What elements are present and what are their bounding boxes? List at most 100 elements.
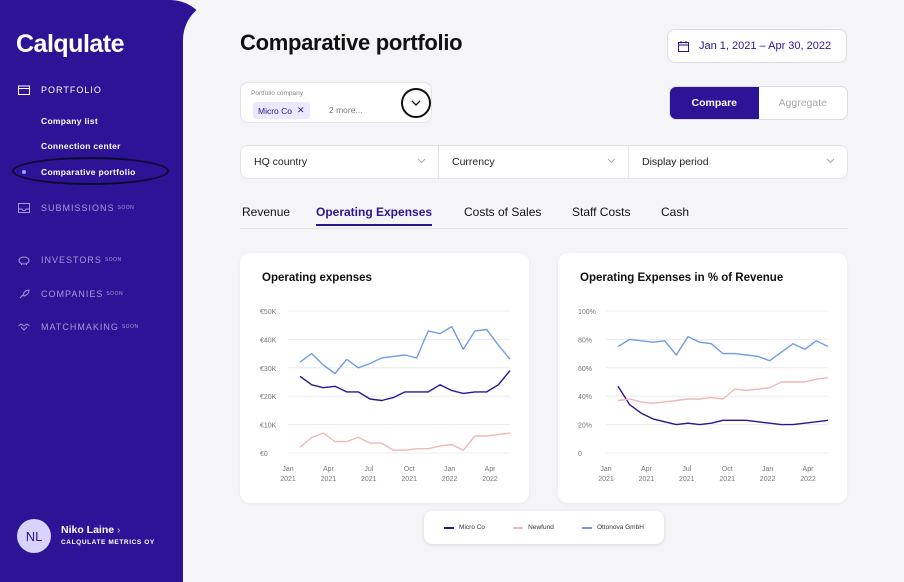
- tab-costs-of-sales[interactable]: Costs of Sales: [464, 205, 542, 219]
- x-tick-label: Jul: [364, 466, 373, 473]
- metric-tabs: Revenue Operating Expenses Costs of Sale…: [240, 204, 848, 229]
- app-logo[interactable]: Calqulate: [16, 30, 125, 58]
- x-tick-label: Jan: [282, 466, 293, 473]
- chevron-down-icon: [607, 158, 616, 164]
- display-period-select[interactable]: Display period: [629, 146, 847, 178]
- x-tick-label: 2021: [639, 476, 655, 483]
- close-icon[interactable]: ✕: [297, 105, 305, 115]
- portfolio-company-label: Portfolio company: [251, 90, 304, 97]
- nav-connection-center[interactable]: Connection center: [41, 141, 121, 151]
- chart-card-opex-percent-revenue: Operating Expenses in % of Revenue 0 20% 4…: [558, 253, 847, 503]
- user-name[interactable]: Niko Laine ›: [61, 524, 121, 536]
- piggy-bank-icon: [18, 256, 30, 265]
- mode-toggle: Compare Aggregate: [669, 86, 848, 120]
- nav-matchmaking[interactable]: MATCHMAKING SOON: [18, 322, 139, 332]
- x-tick-label: 2021: [361, 476, 377, 483]
- chevron-right-icon: ›: [117, 524, 121, 536]
- tab-staff-costs[interactable]: Staff Costs: [572, 205, 631, 219]
- aggregate-button[interactable]: Aggregate: [778, 97, 827, 109]
- legend-item-ottonova[interactable]: Ottonova GmbH: [581, 524, 644, 531]
- hq-country-select[interactable]: HQ country: [241, 146, 439, 178]
- x-tick-label: 2021: [280, 476, 296, 483]
- y-tick-label: €20K: [260, 394, 277, 401]
- hq-country-label: HQ country: [254, 156, 308, 168]
- y-tick-label: 40%: [578, 394, 592, 401]
- currency-label: Currency: [452, 156, 495, 168]
- soon-badge: SOON: [117, 205, 135, 211]
- y-tick-label: 80%: [578, 337, 592, 344]
- series-line-ottonova-gmbh: [617, 335, 829, 362]
- tab-revenue[interactable]: Revenue: [242, 205, 291, 219]
- highlight-ring: [12, 157, 169, 185]
- nav-portfolio-label: PORTFOLIO: [41, 85, 102, 95]
- expand-companies-button[interactable]: [401, 88, 431, 118]
- user-org: CALQULATE METRICS OY: [61, 539, 155, 546]
- nav-comparative-portfolio[interactable]: Comparative portfolio: [41, 167, 136, 177]
- x-tick-label: 2021: [719, 476, 735, 483]
- x-tick-label: Jan: [600, 466, 611, 473]
- legend-label: Ottonova GmbH: [596, 524, 644, 531]
- chart-card-operating-expenses: Operating expenses €0 €10K €20K €30K €40K €50…: [240, 253, 529, 503]
- avatar[interactable]: NL: [17, 519, 51, 553]
- tab-operating-expenses[interactable]: Operating Expenses: [316, 205, 433, 226]
- x-tick-label: 2022: [482, 476, 498, 483]
- tab-cash[interactable]: Cash: [661, 205, 690, 219]
- legend-label: Newfund: [528, 524, 554, 531]
- nav-investors[interactable]: INVESTORS SOON: [18, 255, 122, 265]
- soon-badge: SOON: [104, 257, 122, 263]
- y-tick-label: 60%: [578, 366, 592, 373]
- nav-submissions[interactable]: SUBMISSIONS SOON: [18, 203, 134, 213]
- sidebar: [0, 0, 210, 582]
- x-tick-label: Oct: [722, 466, 733, 473]
- chevron-down-icon: [411, 100, 421, 106]
- x-tick-label: Apr: [323, 466, 335, 473]
- soon-badge: SOON: [121, 324, 139, 330]
- filter-bar: HQ country Currency Display period: [240, 145, 848, 179]
- chevron-down-icon: [417, 158, 426, 164]
- chart-operating-expenses: €0 €10K €20K €30K €40K €50K Jan 2021 Apr 2021 Jul 2…: [260, 309, 511, 483]
- y-tick-label: 100%: [578, 309, 596, 316]
- x-tick-label: Jan: [762, 466, 773, 473]
- legend-label: Micro Co: [459, 524, 486, 531]
- y-tick-label: 20%: [578, 423, 592, 430]
- x-tick-label: Jul: [682, 466, 691, 473]
- x-tick-label: Apr: [803, 466, 815, 473]
- nav-company-list[interactable]: Company list: [41, 116, 98, 126]
- more-companies[interactable]: 2 more...: [329, 105, 363, 115]
- nav-companies-label: COMPANIES: [41, 289, 104, 299]
- nav-companies[interactable]: COMPANIES SOON: [18, 289, 123, 299]
- y-tick-label: €0: [260, 451, 268, 458]
- chart-opex-percent-revenue: 0 20% 40% 60% 80% 100% Jan 2021 Apr 2021 Jul 2021 Oc…: [578, 309, 829, 483]
- company-chip[interactable]: Micro Co ✕: [253, 102, 310, 119]
- active-dot: [22, 170, 26, 174]
- x-tick-label: Apr: [641, 466, 653, 473]
- x-tick-label: 2021: [321, 476, 337, 483]
- series-line-micro-co: [299, 370, 511, 402]
- legend-item-newfund[interactable]: Newfund: [513, 524, 554, 531]
- portfolio-company-select[interactable]: Portfolio company Micro Co ✕ 2 more...: [240, 82, 432, 123]
- handshake-icon: [18, 323, 30, 331]
- x-tick-label: 2022: [442, 476, 458, 483]
- chart-title: Operating expenses: [262, 272, 372, 284]
- currency-select[interactable]: Currency: [439, 146, 629, 178]
- date-range-picker[interactable]: Jan 1, 2021 – Apr 30, 2022: [667, 29, 847, 63]
- legend-swatch: [581, 526, 592, 529]
- display-period-label: Display period: [642, 156, 709, 168]
- series-line-newfund: [617, 377, 829, 404]
- nav-portfolio[interactable]: PORTFOLIO: [18, 85, 102, 95]
- x-tick-label: 2022: [760, 476, 776, 483]
- soon-badge: SOON: [106, 291, 124, 297]
- legend-item-micro-co[interactable]: Micro Co: [444, 524, 485, 531]
- x-tick-label: Oct: [404, 466, 415, 473]
- legend-swatch: [444, 526, 455, 529]
- legend-swatch: [513, 526, 524, 529]
- nav-matchmaking-label: MATCHMAKING: [41, 322, 119, 332]
- company-chip-label: Micro Co: [258, 105, 293, 116]
- x-tick-label: Jan: [444, 466, 455, 473]
- x-tick-label: 2021: [401, 476, 417, 483]
- x-tick-label: 2021: [679, 476, 695, 483]
- user-name-text: Niko Laine: [61, 524, 115, 536]
- compare-button[interactable]: Compare: [670, 87, 759, 119]
- y-tick-label: €10K: [260, 423, 277, 430]
- calendar-icon: [678, 40, 689, 52]
